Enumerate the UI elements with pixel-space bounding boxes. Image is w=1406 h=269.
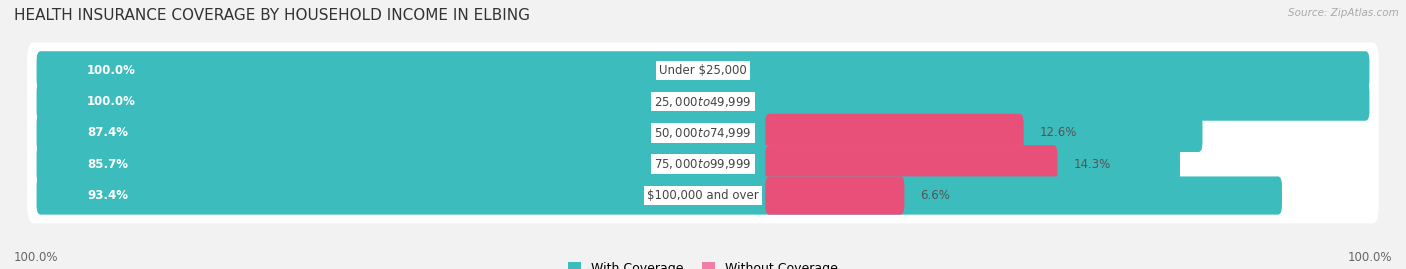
FancyBboxPatch shape (27, 136, 1379, 192)
Text: 93.4%: 93.4% (87, 189, 128, 202)
Text: Source: ZipAtlas.com: Source: ZipAtlas.com (1288, 8, 1399, 18)
Legend: With Coverage, Without Coverage: With Coverage, Without Coverage (568, 261, 838, 269)
Text: 14.3%: 14.3% (1073, 158, 1111, 171)
FancyBboxPatch shape (27, 43, 1379, 98)
FancyBboxPatch shape (765, 176, 904, 215)
FancyBboxPatch shape (37, 51, 1369, 89)
FancyBboxPatch shape (765, 114, 1024, 152)
FancyBboxPatch shape (765, 145, 1057, 183)
FancyBboxPatch shape (27, 74, 1379, 129)
Text: HEALTH INSURANCE COVERAGE BY HOUSEHOLD INCOME IN ELBING: HEALTH INSURANCE COVERAGE BY HOUSEHOLD I… (14, 8, 530, 23)
Text: 87.4%: 87.4% (87, 126, 128, 139)
Text: 100.0%: 100.0% (1347, 251, 1392, 264)
Text: $75,000 to $99,999: $75,000 to $99,999 (654, 157, 752, 171)
Text: 6.6%: 6.6% (921, 189, 950, 202)
FancyBboxPatch shape (37, 83, 1369, 121)
Text: 85.7%: 85.7% (87, 158, 128, 171)
Text: $25,000 to $49,999: $25,000 to $49,999 (654, 95, 752, 109)
Text: 100.0%: 100.0% (87, 95, 136, 108)
Text: Under $25,000: Under $25,000 (659, 64, 747, 77)
Text: $50,000 to $74,999: $50,000 to $74,999 (654, 126, 752, 140)
FancyBboxPatch shape (27, 168, 1379, 223)
Text: 100.0%: 100.0% (14, 251, 59, 264)
FancyBboxPatch shape (37, 145, 1180, 183)
FancyBboxPatch shape (37, 176, 1282, 215)
Text: $100,000 and over: $100,000 and over (647, 189, 759, 202)
Text: 100.0%: 100.0% (87, 64, 136, 77)
Text: 12.6%: 12.6% (1039, 126, 1077, 139)
FancyBboxPatch shape (27, 105, 1379, 161)
FancyBboxPatch shape (37, 114, 1202, 152)
